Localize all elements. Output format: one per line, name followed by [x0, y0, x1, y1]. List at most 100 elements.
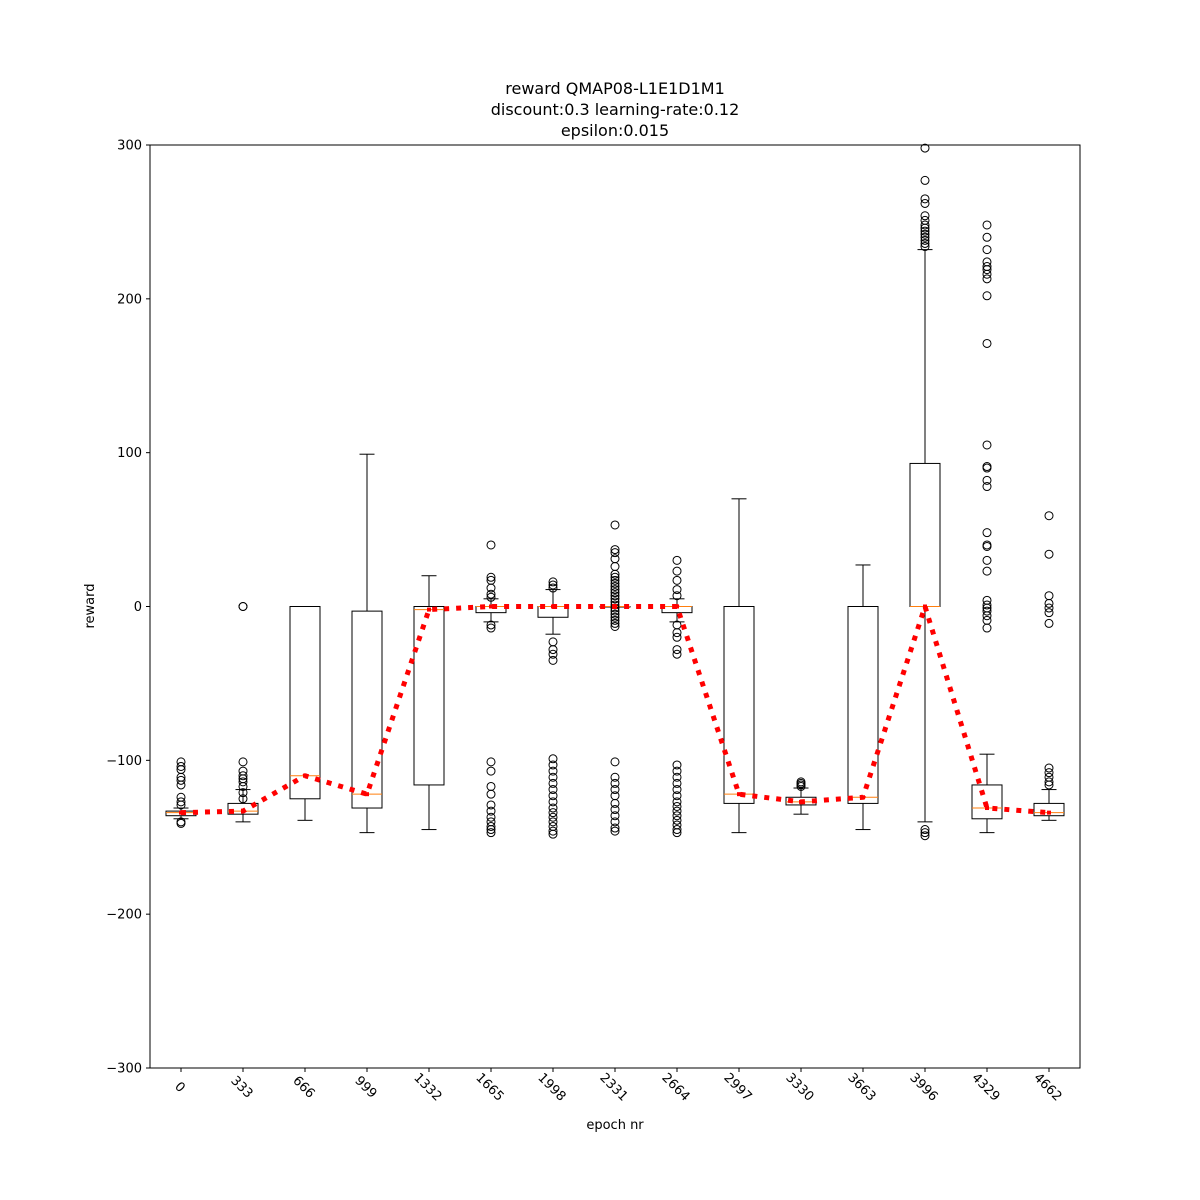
outlier-point	[672, 806, 682, 816]
chart-title-line-3: epsilon:0.015	[561, 121, 669, 140]
box-iqr	[971, 784, 1003, 820]
outlier-point	[672, 801, 682, 811]
x-tick-label: 3996	[906, 1071, 940, 1105]
y-tick-label: −100	[106, 754, 142, 769]
outlier-point	[672, 820, 682, 830]
outlier-point	[486, 623, 496, 633]
outlier-point	[176, 818, 186, 828]
mean-point	[1047, 810, 1051, 815]
box-iqr	[847, 606, 879, 804]
outlier-point	[1044, 618, 1054, 628]
outlier-point	[672, 772, 682, 782]
x-tick-label: 2997	[720, 1071, 754, 1105]
outlier-point	[982, 265, 992, 275]
outlier-point	[610, 520, 620, 530]
outlier-point	[672, 566, 682, 576]
outlier-point	[610, 609, 620, 619]
mean-point	[861, 795, 865, 800]
x-tick-label: 3330	[782, 1071, 816, 1105]
outlier-point	[672, 778, 682, 788]
plot-area: −300 −200 −100 0 100 200 300 0 333 666 999 1332 1665…	[106, 139, 1081, 1105]
outlier-point	[920, 232, 930, 242]
outlier-point	[1044, 763, 1054, 773]
outlier-point	[176, 761, 186, 771]
outlier-point	[486, 620, 496, 630]
outlier-point	[672, 649, 682, 659]
outlier-point	[982, 220, 992, 230]
outlier-point	[548, 754, 558, 764]
outlier-point	[486, 766, 496, 776]
mean-point	[489, 604, 493, 609]
outlier-point	[238, 757, 248, 767]
outlier-point	[982, 542, 992, 552]
outlier-point	[548, 829, 558, 839]
outlier-point	[176, 780, 186, 790]
outlier-point	[672, 628, 682, 638]
outlier-point	[982, 566, 992, 576]
outlier-point	[672, 828, 682, 838]
mean-point	[675, 604, 679, 609]
outlier-point	[920, 211, 930, 221]
outlier-point	[920, 828, 930, 838]
outlier-point	[610, 591, 620, 601]
outlier-point	[486, 817, 496, 827]
outlier-point	[982, 463, 992, 473]
outlier-point	[1044, 603, 1054, 613]
outlier-point	[238, 794, 248, 804]
outlier-point	[486, 825, 496, 835]
outlier-point	[548, 808, 558, 818]
outlier-point	[982, 555, 992, 565]
mean-point	[427, 607, 431, 612]
outlier-point	[1044, 511, 1054, 521]
x-tick-label: 2331	[596, 1071, 630, 1105]
x-tick-label: 666	[289, 1073, 317, 1101]
outlier-point	[238, 602, 248, 611]
outlier-point	[982, 291, 992, 301]
outlier-point	[610, 612, 620, 622]
outlier-point	[610, 811, 620, 821]
outlier-point	[610, 554, 620, 564]
outlier-point	[1044, 549, 1054, 559]
outlier-point	[548, 645, 558, 655]
outlier-point	[982, 232, 992, 242]
outlier-point	[672, 766, 682, 776]
outlier-point	[610, 772, 620, 782]
y-tick-label: 0	[134, 600, 142, 615]
box-iqr	[227, 802, 259, 815]
outlier-point	[176, 775, 186, 785]
outlier-point	[548, 791, 558, 801]
outlier-point	[610, 778, 620, 788]
outlier-point	[982, 274, 992, 284]
outlier-point	[548, 637, 558, 647]
outlier-point	[610, 823, 620, 833]
box-iqr	[351, 610, 383, 809]
outlier-point	[920, 175, 930, 185]
outlier-point	[982, 600, 992, 610]
outlier-point	[610, 798, 620, 808]
outlier-point	[238, 781, 248, 791]
outlier-point	[920, 235, 930, 245]
outlier-point	[486, 800, 496, 810]
outlier-point	[486, 592, 496, 602]
outlier-point	[982, 257, 992, 267]
x-tick-label: 0	[171, 1079, 187, 1095]
y-tick-label: −200	[106, 908, 142, 923]
outlier-point	[1044, 772, 1054, 782]
outlier-point	[548, 812, 558, 822]
y-tick-label: 100	[117, 446, 142, 461]
outlier-point	[486, 828, 496, 838]
chart-title-line-1: reward QMAP08-L1E1D1M1	[505, 79, 725, 98]
outlier-point	[1044, 768, 1054, 778]
outlier-point	[176, 757, 186, 767]
outlier-point	[486, 589, 496, 599]
mean-point	[365, 792, 369, 797]
chart-title-line-2: discount:0.3 learning-rate:0.12	[491, 100, 740, 119]
outlier-point	[548, 760, 558, 770]
outlier-point	[982, 245, 992, 255]
outlier-point	[610, 817, 620, 827]
outlier-point	[920, 825, 930, 835]
outlier-point	[548, 649, 558, 659]
outlier-point	[176, 792, 186, 802]
x-tick-label: 333	[227, 1073, 255, 1101]
